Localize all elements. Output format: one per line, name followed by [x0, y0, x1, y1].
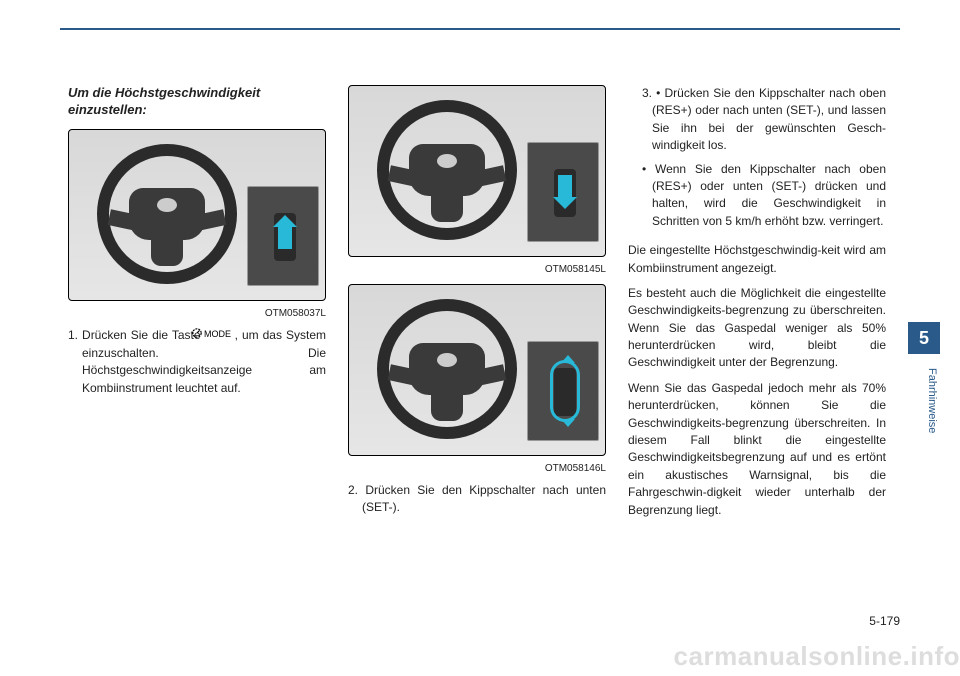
- figure-2b: [348, 284, 606, 456]
- step-3b: • Wenn Sie den Kippschalter nach oben (R…: [628, 161, 886, 231]
- figure-2a-code: OTM058145L: [348, 263, 606, 278]
- section-subtitle: Um die Höchstgeschwindigkeit einzustelle…: [68, 85, 326, 119]
- control-inset: [527, 142, 599, 242]
- arrow-up-icon: [278, 225, 292, 249]
- chapter-tab: 5: [908, 322, 940, 354]
- steering-wheel-icon: [97, 144, 237, 284]
- step-3a: 3. • Drücken Sie den Kippschalter nach o…: [628, 85, 886, 155]
- control-inset: [247, 186, 319, 286]
- column-1: Um die Höchstgeschwindigkeit einzustelle…: [68, 85, 326, 527]
- chapter-label: Fahrhinweise: [912, 368, 938, 433]
- watermark: carmanualsonline.info: [674, 641, 960, 672]
- figure-2a: [348, 85, 606, 257]
- para-1: Die eingestellte Höchstgeschwindig-keit …: [628, 242, 886, 277]
- figure-2b-code: OTM058146L: [348, 462, 606, 477]
- figure-1-code: OTM058037L: [68, 307, 326, 322]
- steering-wheel-icon: [377, 299, 517, 439]
- svg-text:MODE: MODE: [204, 329, 231, 339]
- arrow-down-icon: [558, 175, 572, 199]
- step-2: 2. Drücken Sie den Kippschalter nach unt…: [348, 482, 606, 517]
- column-3: 3. • Drücken Sie den Kippschalter nach o…: [628, 85, 886, 527]
- para-2: Es besteht auch die Möglichkeit die eing…: [628, 285, 886, 372]
- control-inset: [527, 341, 599, 441]
- page-number: 5-179: [869, 614, 900, 628]
- steering-wheel-icon: [377, 100, 517, 240]
- figure-1: [68, 129, 326, 301]
- header-rule: [60, 28, 900, 30]
- content-grid: Um die Höchstgeschwindigkeit einzustelle…: [68, 85, 888, 527]
- step-1: 1. Drücken Sie die Taste MODE, um das Sy…: [68, 327, 326, 397]
- para-3: Wenn Sie das Gaspedal jedoch mehr als 70…: [628, 380, 886, 519]
- hold-down-icon: [550, 388, 580, 422]
- column-2: OTM058145L OTM058146L 2. Drücken Sie den…: [348, 85, 606, 527]
- cruise-mode-icon: MODE: [205, 327, 235, 344]
- step-1-pre: 1. Drücken Sie die Taste: [68, 328, 205, 342]
